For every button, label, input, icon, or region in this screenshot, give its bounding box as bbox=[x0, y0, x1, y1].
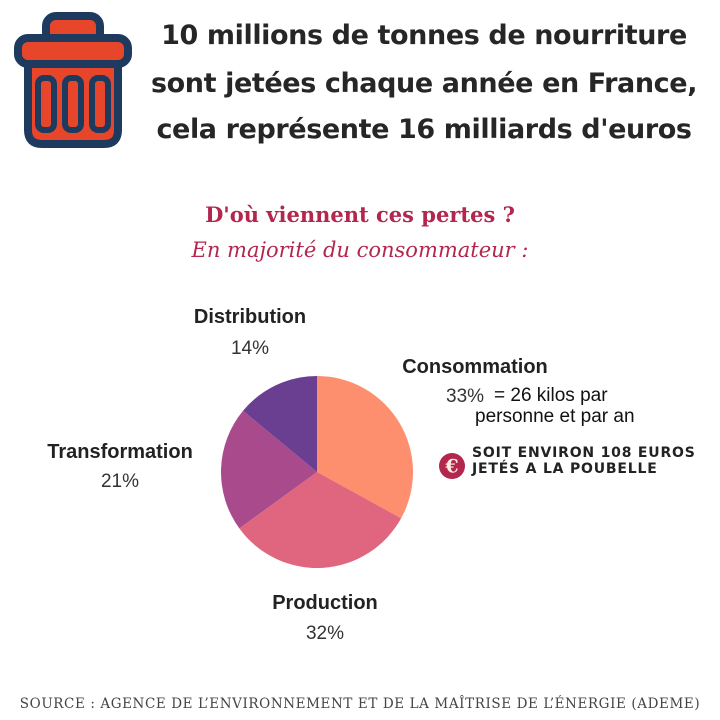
slice-label-consommation: Consommation bbox=[402, 356, 548, 378]
source-footer: SOURCE : AGENCE DE L’ENVIRONNEMENT ET DE… bbox=[19, 696, 701, 712]
euro-coin-icon: € bbox=[439, 453, 465, 479]
pie-slice-distribution bbox=[243, 376, 317, 472]
slice-label-distribution: Distribution bbox=[193, 306, 307, 328]
slice-value-transformation: 21% bbox=[100, 471, 140, 492]
headline-line-1: 10 millions de tonnes de nourriture bbox=[161, 20, 687, 51]
chart-title: D'où viennent ces pertes ? bbox=[205, 202, 515, 227]
pie-slice-production bbox=[239, 472, 402, 569]
trash-can-icon bbox=[14, 12, 132, 148]
pie-slice-consommation bbox=[317, 376, 414, 519]
pie-slice-transformation bbox=[220, 410, 317, 529]
slice-label-transformation: Transformation bbox=[47, 441, 193, 463]
chart-subtitle: En majorité du consommateur : bbox=[191, 238, 529, 262]
euro-callout-line-1: SOIT ENVIRON 108 EUROS bbox=[472, 445, 696, 461]
headline-line-2: sont jetées chaque année en France, bbox=[150, 68, 698, 99]
consommation-detail-line-2: personne et par an bbox=[475, 406, 635, 427]
slice-label-production: Production bbox=[272, 592, 378, 614]
headline-line-3: cela représente 16 milliards d'euros bbox=[156, 114, 692, 145]
svg-text:€: € bbox=[444, 456, 458, 478]
slice-value-consommation: 33% bbox=[446, 386, 485, 407]
consommation-detail-line-1: = 26 kilos par bbox=[494, 385, 608, 406]
slice-value-production: 32% bbox=[305, 623, 345, 644]
euro-callout-line-2: JETÉS A LA POUBELLE bbox=[472, 461, 658, 477]
slice-value-distribution: 14% bbox=[230, 338, 270, 359]
